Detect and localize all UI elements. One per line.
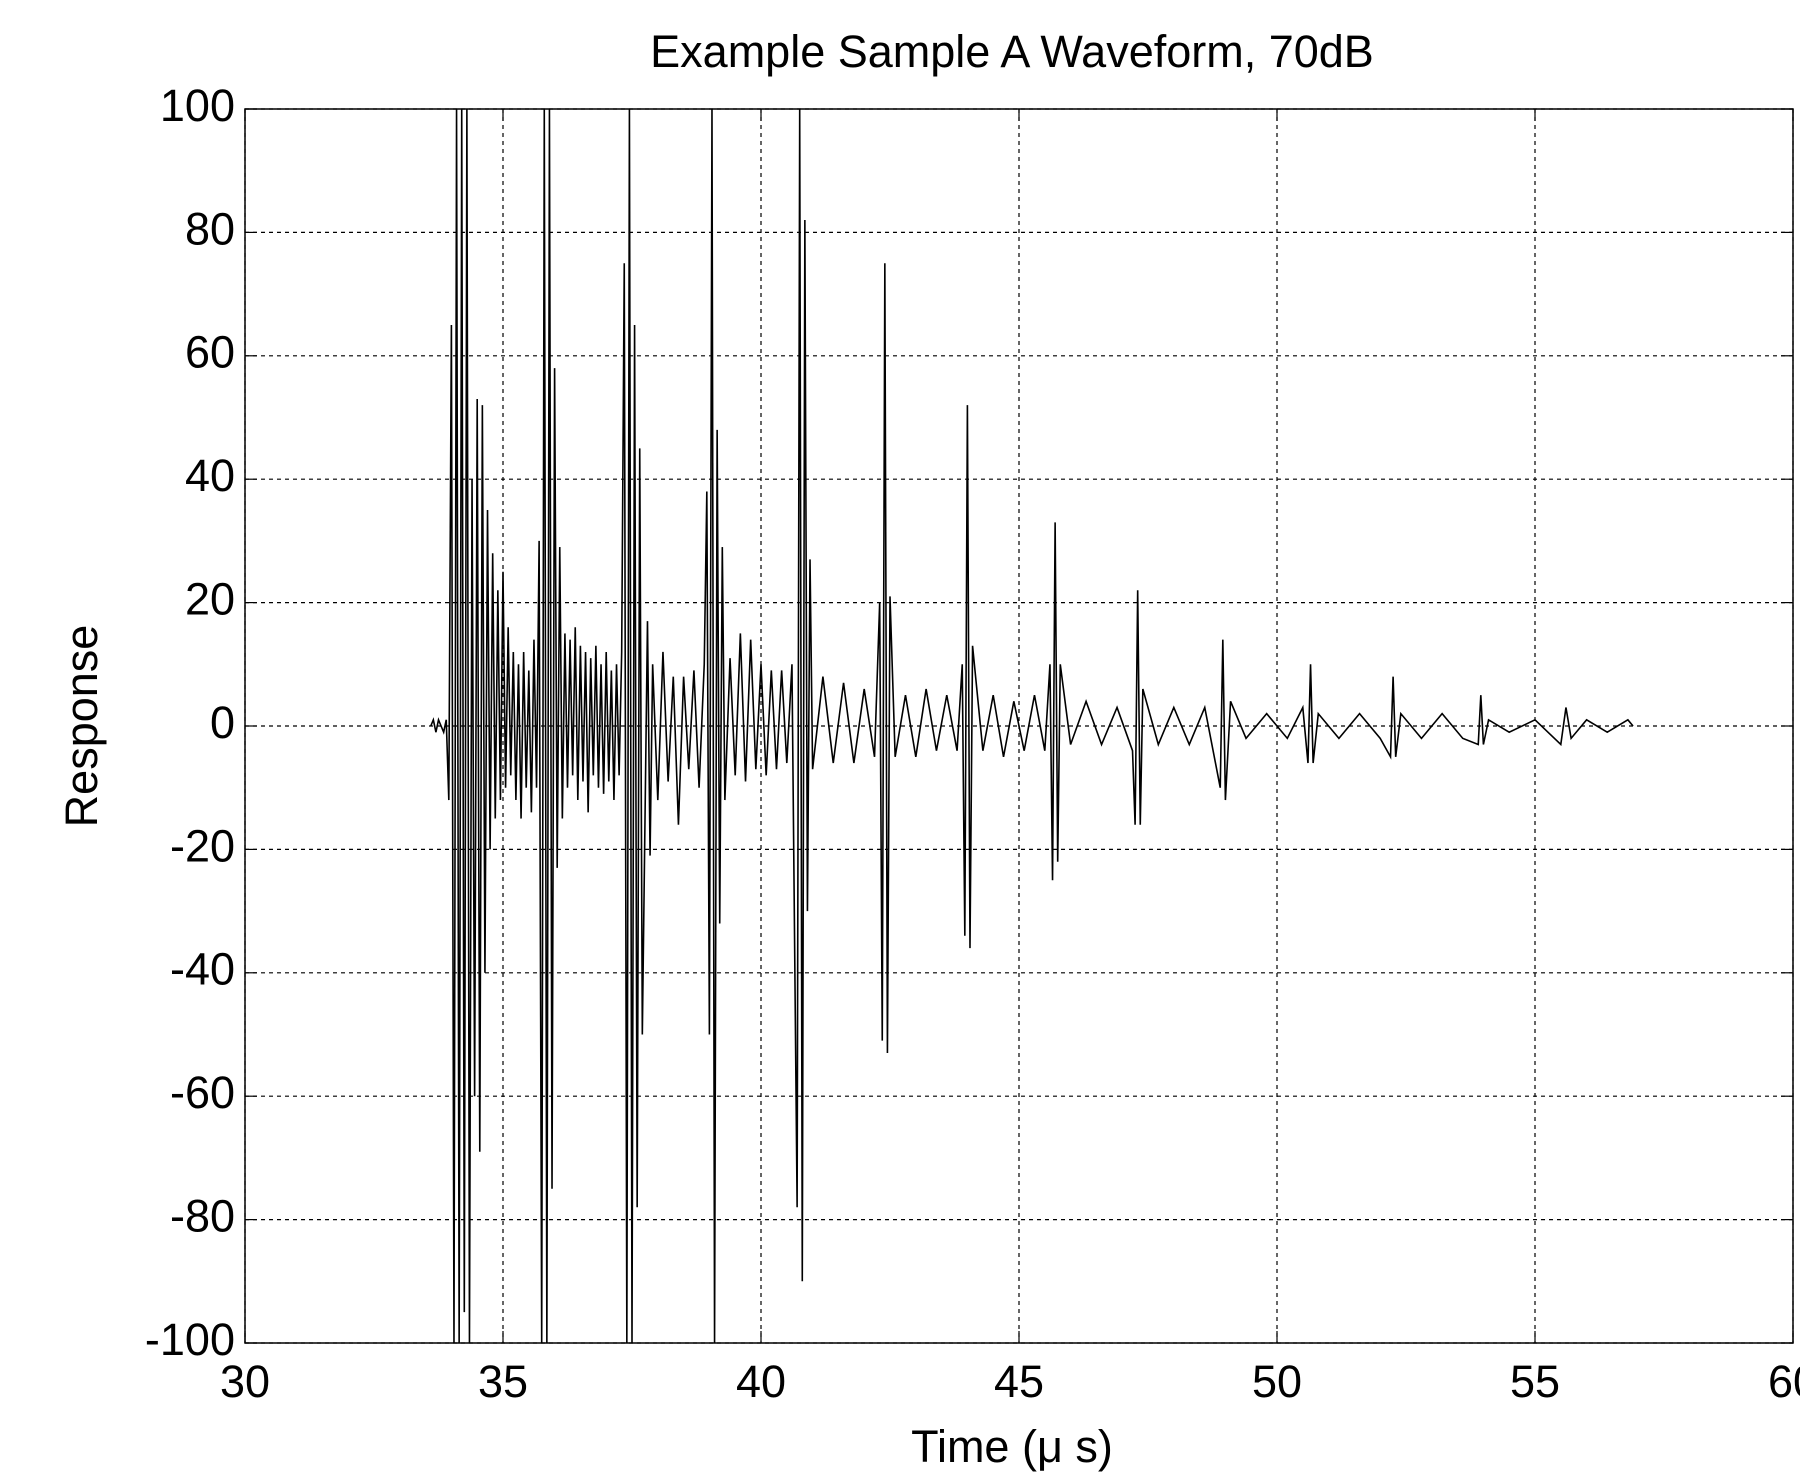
y-tick-label: 20 <box>185 573 235 624</box>
y-tick-label: -60 <box>170 1067 235 1118</box>
x-tick-label: 55 <box>1510 1356 1560 1407</box>
x-axis-label: Time (μ s) <box>911 1421 1113 1472</box>
y-tick-label: -100 <box>145 1314 235 1365</box>
x-tick-label: 35 <box>478 1356 528 1407</box>
x-tick-label: 30 <box>220 1356 270 1407</box>
chart-title: Example Sample A Waveform, 70dB <box>650 26 1374 77</box>
y-tick-label: 80 <box>185 203 235 254</box>
y-tick-label: 40 <box>185 450 235 501</box>
y-tick-label: 100 <box>160 80 235 131</box>
x-tick-label: 60 <box>1768 1356 1800 1407</box>
y-tick-label: 0 <box>210 697 235 748</box>
waveform-line <box>430 109 1634 1343</box>
y-tick-label: 60 <box>185 327 235 378</box>
x-tick-label: 40 <box>736 1356 786 1407</box>
y-tick-label: -80 <box>170 1190 235 1241</box>
plot-frame <box>244 108 1794 1344</box>
y-axis-label: Response <box>56 625 107 828</box>
y-tick-label: -20 <box>170 820 235 871</box>
y-tick-label: -40 <box>170 944 235 995</box>
x-tick-label: 50 <box>1252 1356 1302 1407</box>
x-tick-label: 45 <box>994 1356 1044 1407</box>
